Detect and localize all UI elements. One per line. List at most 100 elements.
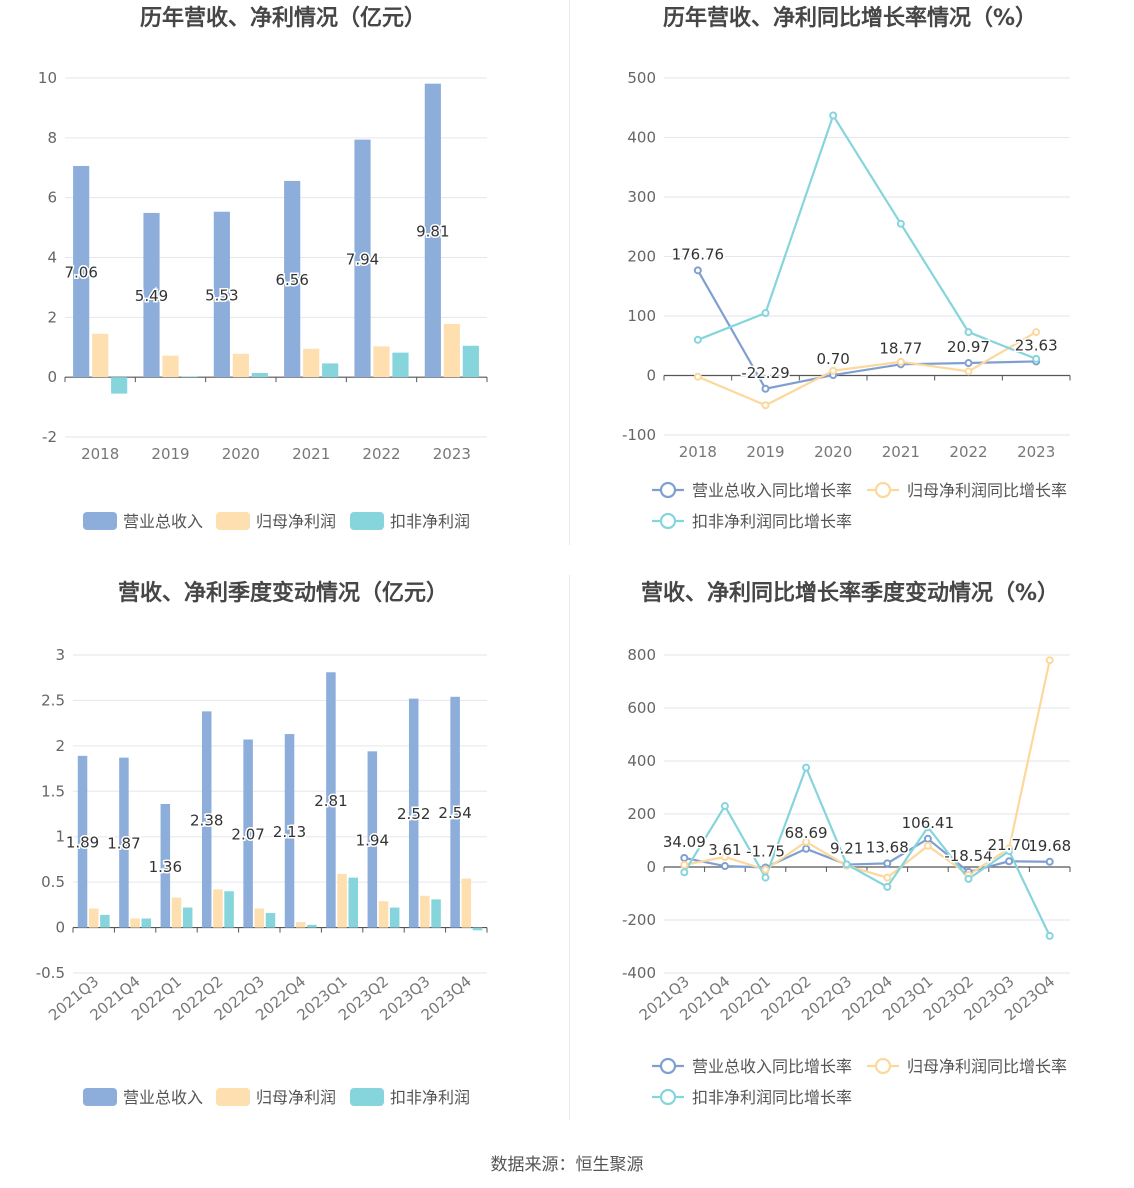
legend-swatch-marker — [874, 1057, 892, 1075]
y-tick-label: 1 — [55, 828, 65, 846]
bar-2 — [472, 927, 483, 931]
bar-2 — [348, 877, 359, 928]
legend-swatch-marker — [659, 1057, 677, 1075]
x-tick-label: 2022 — [949, 443, 987, 461]
bar-1 — [303, 348, 320, 378]
point-value-label: 3.61 — [708, 841, 741, 859]
y-tick-label: 0 — [646, 858, 656, 876]
bar-value-label: 6.56 — [275, 271, 308, 289]
y-tick-label: 0 — [55, 919, 65, 937]
bar-value-label: 2.13 — [273, 823, 306, 841]
bar-2 — [462, 345, 479, 378]
y-tick-label: 500 — [627, 69, 656, 87]
line-point-2 — [883, 882, 892, 891]
line-point-1 — [896, 357, 905, 366]
x-tick-label: 2019 — [746, 443, 784, 461]
series-line-0 — [684, 837, 1050, 874]
x-tick-label: 2023 — [1017, 443, 1055, 461]
chart-title: 营收、净利同比增长率季度变动情况（%） — [641, 580, 1059, 606]
bar-0 — [354, 139, 371, 378]
bar-0 — [367, 751, 378, 928]
point-value-label: 176.76 — [672, 245, 725, 263]
point-value-label: 0.70 — [816, 350, 849, 368]
y-tick-label: 600 — [627, 699, 656, 717]
legend-label: 归母净利润同比增长率 — [907, 481, 1067, 500]
line-point-0 — [964, 359, 973, 368]
bar-value-label: 7.06 — [64, 264, 97, 282]
x-tick-label: 2021 — [882, 443, 920, 461]
legend-label: 营业总收入 — [123, 1088, 203, 1107]
bar-0 — [77, 755, 88, 928]
line-point-2 — [1045, 931, 1054, 940]
bar-1 — [130, 918, 140, 928]
line-point-2 — [802, 763, 811, 772]
line-point-1 — [761, 401, 770, 410]
bar-1 — [295, 922, 306, 928]
y-tick-label: 300 — [627, 188, 656, 206]
line-point-1 — [693, 372, 702, 381]
bar-1 — [213, 889, 223, 928]
y-tick-label: -200 — [622, 911, 656, 929]
line-point-2 — [693, 335, 702, 344]
bar-2 — [182, 907, 193, 928]
legend-label: 归母净利润同比增长率 — [907, 1057, 1067, 1076]
bar-value-label: 2.38 — [190, 811, 223, 829]
series-line-1 — [697, 331, 1037, 407]
line-point-1 — [802, 837, 811, 846]
x-tick-label: 2018 — [81, 445, 119, 463]
line-point-1 — [883, 873, 892, 882]
bar-1 — [337, 873, 347, 928]
quarterly-growth-rate-chart: 营收、净利同比增长率季度变动情况（%） -400 -200 0 200 400 600 800… — [567, 575, 1134, 1135]
line-point-1 — [720, 852, 729, 861]
bar-1 — [232, 353, 249, 378]
line-point-2 — [680, 868, 689, 877]
x-tick-label: 2022 — [362, 445, 400, 463]
y-tick-label: -400 — [622, 964, 656, 982]
bar-2 — [392, 352, 409, 378]
bar-0 — [201, 711, 212, 928]
legend-swatch — [83, 1088, 117, 1106]
legend-label: 扣非净利润同比增长率 — [692, 512, 852, 531]
series-line-2 — [683, 764, 1051, 937]
legend-swatch — [216, 1088, 250, 1106]
y-tick-label: 10 — [38, 69, 57, 87]
y-tick-label: 2 — [47, 308, 57, 326]
point-value-label: 21.70 — [988, 836, 1031, 854]
x-tick-label: 2020 — [222, 445, 260, 463]
line-point-2 — [923, 823, 932, 832]
point-value-label: 20.97 — [947, 338, 990, 356]
bar-2 — [265, 913, 276, 928]
bar-0 — [284, 180, 301, 378]
line-point-0 — [761, 384, 770, 393]
line-point-2 — [761, 873, 770, 882]
legend-swatch-marker — [659, 512, 677, 530]
y-tick-label: 2.5 — [41, 691, 65, 709]
legend-label: 扣非净利润同比增长率 — [692, 1088, 852, 1107]
x-tick-label: 2019 — [151, 445, 189, 463]
bar-0 — [143, 212, 160, 378]
point-value-label: -22.29 — [741, 364, 789, 382]
line-point-2 — [896, 219, 905, 228]
line-point-0 — [680, 853, 689, 862]
bar-1 — [443, 323, 460, 378]
point-value-label: 34.09 — [663, 833, 706, 851]
line-point-0 — [720, 862, 729, 871]
y-tick-label: -2 — [42, 428, 57, 446]
line-point-2 — [964, 874, 973, 883]
chart-svg: 营收、净利同比增长率季度变动情况（%） -400 -200 0 200 400 600 800… — [622, 580, 1073, 1107]
bar-value-label: 2.52 — [397, 805, 430, 823]
chart-title: 历年营收、净利同比增长率情况（%） — [663, 5, 1037, 31]
y-tick-label: 200 — [627, 248, 656, 266]
y-tick-label: 0.5 — [41, 873, 65, 891]
y-tick-label: 0 — [646, 367, 656, 385]
bar-0 — [119, 757, 129, 928]
series-line-2 — [697, 112, 1037, 360]
line-point-2 — [1032, 354, 1041, 363]
y-tick-label: 100 — [627, 307, 656, 325]
line-point-1 — [680, 860, 689, 869]
bar-1 — [373, 346, 390, 378]
y-tick-label: 4 — [47, 249, 57, 267]
divider-top — [569, 0, 570, 545]
y-tick-label: 200 — [627, 805, 656, 823]
y-tick-label: 6 — [47, 189, 57, 207]
